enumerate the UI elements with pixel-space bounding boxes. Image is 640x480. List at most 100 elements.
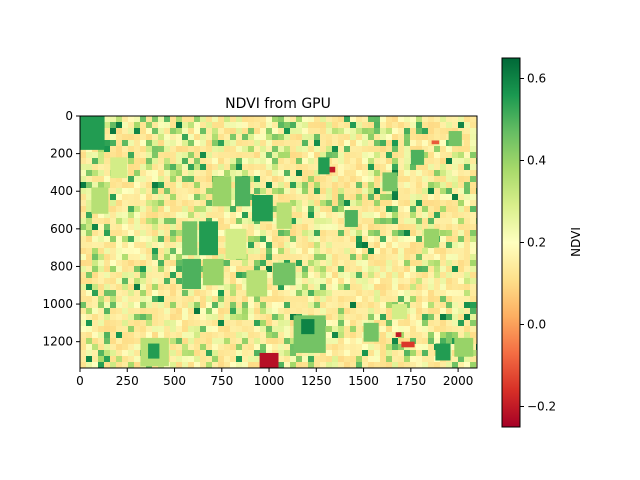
heatmap-field	[391, 304, 408, 320]
heatmap-cell	[104, 212, 110, 218]
heatmap-cell	[188, 200, 194, 206]
heatmap-cell	[290, 212, 296, 218]
heatmap-cell	[146, 140, 152, 146]
heatmap-cell	[224, 212, 230, 218]
heatmap-cell	[278, 248, 284, 254]
heatmap-cell	[104, 230, 110, 236]
heatmap-cell	[434, 170, 440, 176]
heatmap-cell	[308, 302, 314, 308]
heatmap-cell	[134, 356, 140, 362]
heatmap-cell	[152, 188, 158, 194]
heatmap-cell	[410, 134, 416, 140]
heatmap-cell	[398, 140, 404, 146]
heatmap-cell	[266, 128, 272, 134]
heatmap-cell	[350, 272, 356, 278]
heatmap-cell	[248, 242, 254, 248]
heatmap-cell	[230, 158, 236, 164]
heatmap-cell	[188, 338, 194, 344]
heatmap-cell	[320, 308, 326, 314]
heatmap-cell	[182, 200, 188, 206]
heatmap-cell	[272, 206, 278, 212]
heatmap-cell	[116, 278, 122, 284]
heatmap-cell	[284, 302, 290, 308]
heatmap-cell	[194, 350, 200, 356]
heatmap-cell	[182, 164, 188, 170]
heatmap-cell	[284, 140, 290, 146]
heatmap-cell	[176, 356, 182, 362]
heatmap-cell	[278, 122, 284, 128]
x-tick-label: 2000	[443, 374, 474, 388]
heatmap-cell	[146, 326, 152, 332]
heatmap-cell	[206, 146, 212, 152]
heatmap-cell	[344, 176, 350, 182]
heatmap-cell	[152, 230, 158, 236]
colorbar-tick-label: 0.0	[527, 318, 546, 332]
heatmap-cell	[188, 218, 194, 224]
heatmap-cell	[272, 128, 278, 134]
heatmap-cell	[128, 290, 134, 296]
heatmap-cell	[134, 230, 140, 236]
heatmap-cell	[398, 254, 404, 260]
heatmap-cell	[242, 116, 248, 122]
heatmap-cell	[314, 248, 320, 254]
heatmap-cell	[470, 308, 476, 314]
heatmap-cell	[404, 254, 410, 260]
heatmap-cell	[212, 314, 218, 320]
heatmap-cell	[428, 338, 434, 344]
heatmap-cell	[212, 284, 218, 290]
heatmap-cell	[248, 206, 254, 212]
heatmap-cell	[284, 314, 290, 320]
heatmap-cell	[260, 266, 266, 272]
heatmap-cell	[416, 326, 422, 332]
heatmap-cell	[326, 260, 332, 266]
heatmap-cell	[428, 164, 434, 170]
heatmap-cell	[266, 266, 272, 272]
heatmap-cell	[404, 194, 410, 200]
heatmap-cell	[248, 308, 254, 314]
heatmap-cell	[416, 356, 422, 362]
heatmap-cell	[230, 212, 236, 218]
heatmap-cell	[188, 116, 194, 122]
heatmap-cell	[242, 314, 248, 320]
heatmap-cell	[134, 350, 140, 356]
heatmap-cell	[374, 194, 380, 200]
heatmap-cell	[260, 254, 266, 260]
heatmap-cell	[470, 320, 476, 326]
x-tick-label: 750	[210, 374, 233, 388]
heatmap-cell	[284, 182, 290, 188]
heatmap-cell	[434, 302, 440, 308]
heatmap-cell	[116, 236, 122, 242]
heatmap-cell	[278, 254, 284, 260]
heatmap-cell	[86, 332, 92, 338]
heatmap-cell	[92, 278, 98, 284]
heatmap-cell	[182, 356, 188, 362]
heatmap-cell	[344, 230, 350, 236]
heatmap-cell	[338, 206, 344, 212]
heatmap-cell	[308, 152, 314, 158]
heatmap-cell	[434, 296, 440, 302]
heatmap-cell	[152, 152, 158, 158]
heatmap-cell	[98, 272, 104, 278]
heatmap-cell	[356, 248, 362, 254]
heatmap-cell	[86, 254, 92, 260]
heatmap-cell	[140, 278, 146, 284]
heatmap-cell	[380, 278, 386, 284]
heatmap-cell	[170, 320, 176, 326]
heatmap-cell	[458, 326, 464, 332]
heatmap-cell	[134, 338, 140, 344]
heatmap-cell	[386, 272, 392, 278]
heatmap-cell	[296, 194, 302, 200]
heatmap-cell	[326, 146, 332, 152]
heatmap-cell	[152, 206, 158, 212]
heatmap-cell	[428, 128, 434, 134]
heatmap-cell	[170, 326, 176, 332]
heatmap-cell	[164, 278, 170, 284]
heatmap-cell	[458, 218, 464, 224]
heatmap-cell	[464, 320, 470, 326]
heatmap-cell	[200, 338, 206, 344]
heatmap-cell	[296, 116, 302, 122]
heatmap-cell	[146, 254, 152, 260]
heatmap-cell	[332, 224, 338, 230]
heatmap-cell	[404, 326, 410, 332]
heatmap-cell	[206, 194, 212, 200]
